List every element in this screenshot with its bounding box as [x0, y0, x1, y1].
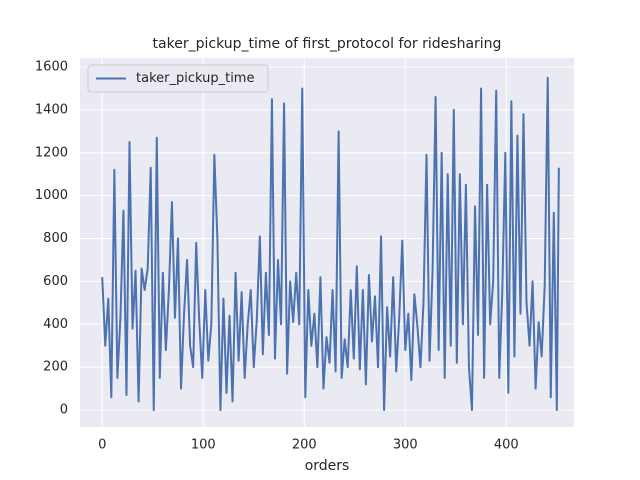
x-tick-label: 300 — [393, 438, 418, 453]
y-tick-label: 600 — [43, 274, 68, 289]
y-tick-label: 800 — [43, 231, 68, 246]
y-tick-label: 200 — [43, 360, 68, 375]
x-tick-label: 100 — [191, 438, 216, 453]
y-tick-label: 0 — [60, 403, 68, 418]
y-tick-label: 1200 — [35, 145, 68, 160]
x-tick-label: 200 — [292, 438, 317, 453]
x-tick-label: 0 — [98, 438, 106, 453]
line — [101, 76, 560, 412]
legend-box — [87, 64, 269, 93]
y-tick-label: 400 — [43, 317, 68, 332]
y-tick-label: 1600 — [35, 60, 68, 75]
plot-area — [80, 58, 574, 427]
y-tick-label: 1000 — [35, 188, 68, 203]
y-tick-label: 1400 — [35, 102, 68, 117]
x-tick-label: 400 — [494, 438, 519, 453]
legend-label: taker_pickup_time — [136, 71, 254, 86]
chart-title: taker_pickup_time of first_protocol for … — [153, 36, 502, 52]
x-axis-label: orders — [305, 458, 350, 474]
